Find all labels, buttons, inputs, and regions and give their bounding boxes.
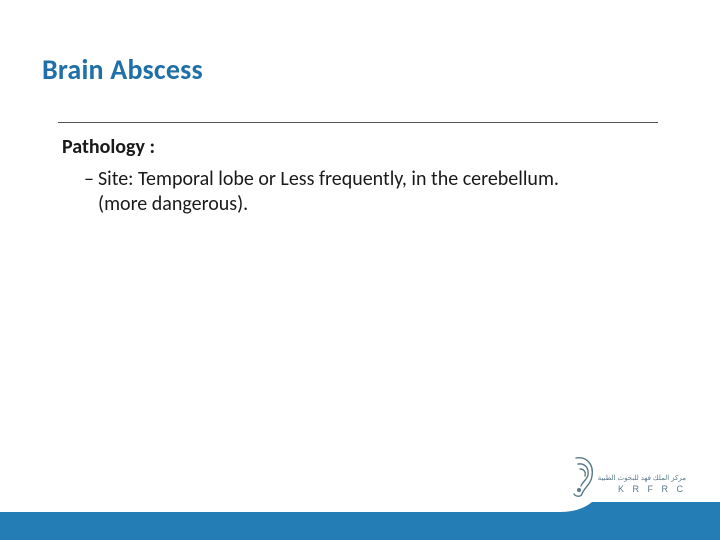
logo-arabic-caption: مركز الملك فهد للبحوث الطبية bbox=[598, 474, 686, 482]
footer-bar bbox=[0, 502, 720, 540]
logo-letters: K R F R C bbox=[618, 484, 686, 494]
bullet-item: –Site: Temporal lobe or Less frequently,… bbox=[84, 167, 684, 217]
slide: Brain Abscess Pathology : –Site: Tempora… bbox=[0, 0, 720, 540]
slide-title: Brain Abscess bbox=[42, 52, 203, 87]
title-underline bbox=[58, 122, 658, 123]
section-subheading: Pathology : bbox=[62, 135, 155, 159]
bullet-marker: – bbox=[84, 167, 94, 191]
bullet-line-1: Site: Temporal lobe or Less frequently, … bbox=[98, 167, 559, 191]
bullet-line-2: (more dangerous). bbox=[84, 192, 684, 217]
